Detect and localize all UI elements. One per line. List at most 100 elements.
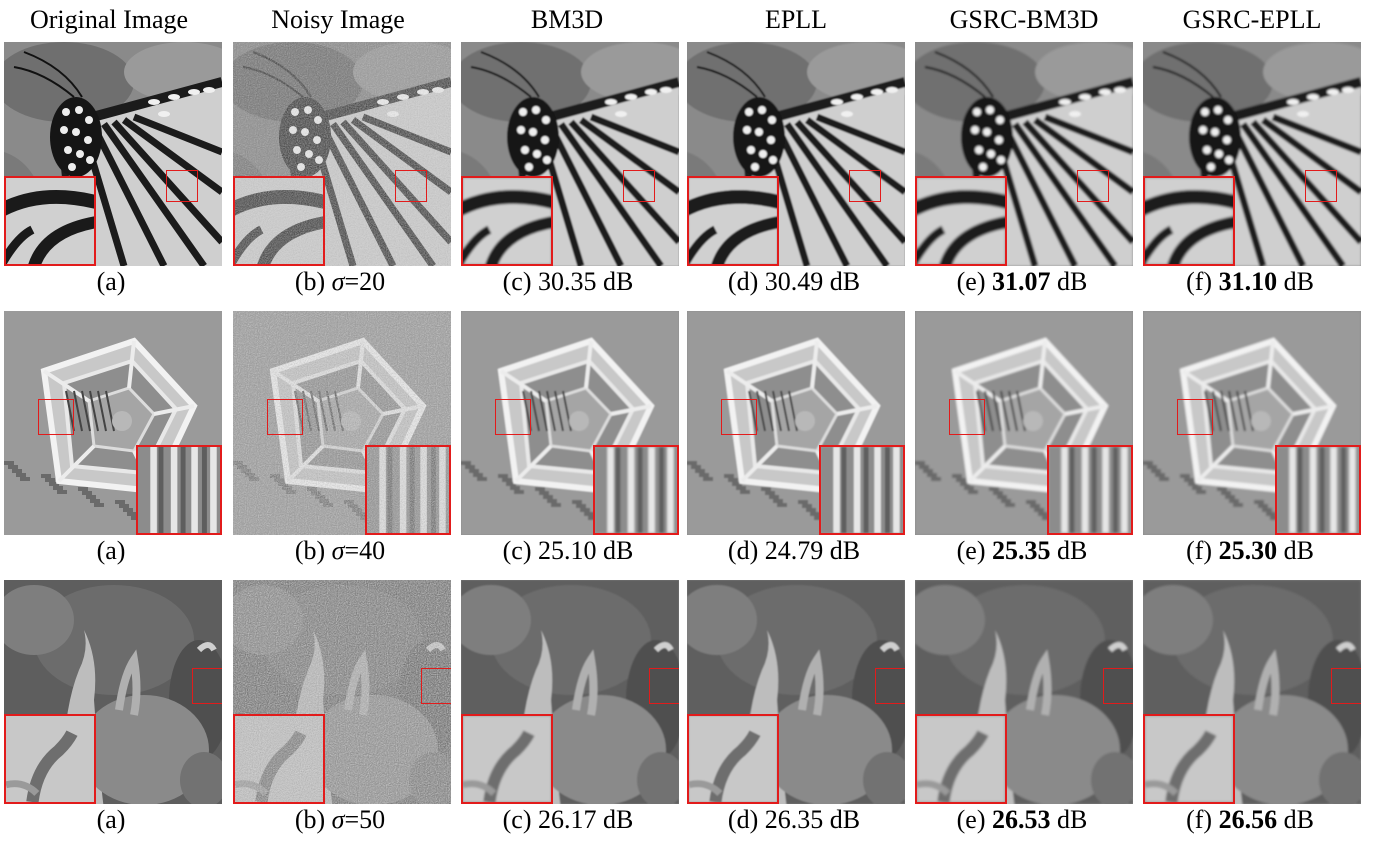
psnr-unit: dB [1283,267,1314,296]
zoom-region-marker [267,399,303,435]
caption-butterfly-noisy: (b) σ=20 [231,266,449,298]
psnr-value: 26.35 [764,805,824,834]
zoom-inset [687,176,779,266]
psnr-value: 30.49 [764,267,824,296]
psnr-value: 25.35 [992,536,1051,565]
panel-butterfly-gsrc-epll [1143,42,1361,266]
psnr-value: 26.17 [538,805,597,834]
zoom-inset [1047,445,1133,535]
zoom-inset [1143,176,1235,266]
image-butterfly [4,42,222,266]
caption-pentagon-epll: (d) 24.79 dB [685,535,903,567]
psnr-unit: dB [829,805,861,834]
panel-pentagon-original [4,311,222,535]
panel-peppers-gsrc-bm3d [915,580,1133,804]
zoom-inset [915,176,1007,266]
zoom-region-marker [849,170,881,202]
caption-label: (e) [956,805,986,834]
caption-butterfly-original: (a) [2,266,220,298]
zoom-inset [365,445,451,535]
zoom-region-marker [875,668,905,704]
caption-label: (e) [956,267,986,296]
sigma-symbol: σ [331,805,345,834]
psnr-unit: dB [1283,805,1314,834]
noise-level: =20 [344,267,386,296]
caption-peppers-epll: (d) 26.35 dB [685,804,903,836]
header-bm3d: BM3D [530,5,604,34]
psnr-unit: dB [603,805,634,834]
caption-butterfly-epll: (d) 30.49 dB [685,266,903,298]
zoom-region-marker [1177,399,1213,435]
image-peppers [4,580,222,804]
caption-label: (e) [956,536,986,565]
psnr-unit: dB [829,536,861,565]
psnr-value: 26.53 [992,805,1051,834]
caption-label: (f) [1186,267,1213,296]
header-gsrc-bm3d: GSRC-BM3D [949,5,1099,34]
image-butterfly [1143,42,1361,266]
psnr-unit: dB [1057,267,1088,296]
panel-peppers-noisy [233,580,451,804]
psnr-unit: dB [603,267,634,296]
caption-label: (b) [294,805,326,834]
caption-label: (d) [727,805,759,834]
noise-level: =50 [344,805,386,834]
header-epll: EPLL [764,5,828,34]
zoom-region-marker [721,399,757,435]
zoom-inset [687,714,779,804]
psnr-unit: dB [1057,536,1088,565]
panel-butterfly-epll [687,42,905,266]
panel-butterfly-noisy [233,42,451,266]
noise-level: =40 [344,536,386,565]
zoom-region-marker [395,170,427,202]
zoom-inset [136,445,222,535]
zoom-region-marker [495,399,531,435]
zoom-inset [4,176,96,266]
header-noisy-image: Noisy Image [271,5,405,34]
panel-butterfly-bm3d [461,42,679,266]
caption-butterfly-gsrc-epll: (f) 31.10 dB [1141,266,1359,298]
zoom-region-marker [1331,668,1361,704]
caption-label: (a) [96,805,126,834]
psnr-unit: dB [1057,805,1088,834]
caption-peppers-bm3d: (c) 26.17 dB [459,804,677,836]
panel-peppers-epll [687,580,905,804]
caption-pentagon-bm3d: (c) 25.10 dB [459,535,677,567]
psnr-unit: dB [603,536,634,565]
caption-peppers-noisy: (b) σ=50 [231,804,449,836]
header-original-image: Original Image [29,5,189,34]
sigma-symbol: σ [331,267,345,296]
caption-label: (c) [502,536,532,565]
psnr-value: 24.79 [764,536,824,565]
zoom-inset [233,714,325,804]
caption-pentagon-gsrc-bm3d: (e) 25.35 dB [913,535,1131,567]
panel-pentagon-epll [687,311,905,535]
zoom-region-marker [623,170,655,202]
zoom-inset [461,176,553,266]
psnr-value: 25.10 [538,536,597,565]
psnr-value: 25.30 [1218,536,1278,565]
caption-label: (b) [294,536,326,565]
header-gsrc-epll: GSRC-EPLL [1182,5,1322,34]
zoom-region-marker [1305,170,1337,202]
panel-peppers-bm3d [461,580,679,804]
caption-peppers-gsrc-bm3d: (e) 26.53 dB [913,804,1131,836]
psnr-unit: dB [829,267,861,296]
zoom-inset [4,714,96,804]
caption-pentagon-noisy: (b) σ=40 [231,535,449,567]
caption-butterfly-bm3d: (c) 30.35 dB [459,266,677,298]
zoom-inset [819,445,905,535]
caption-pentagon-gsrc-epll: (f) 25.30 dB [1141,535,1359,567]
zoom-region-marker [192,668,222,704]
zoom-inset [593,445,679,535]
panel-peppers-gsrc-epll [1143,580,1361,804]
zoom-inset [915,714,1007,804]
panel-peppers-original [4,580,222,804]
zoom-inset [461,714,553,804]
image-butterfly [233,42,451,266]
caption-label: (f) [1186,536,1213,565]
zoom-region-marker [1077,170,1109,202]
caption-label: (d) [727,267,759,296]
zoom-region-marker [421,668,451,704]
psnr-value: 26.56 [1218,805,1278,834]
